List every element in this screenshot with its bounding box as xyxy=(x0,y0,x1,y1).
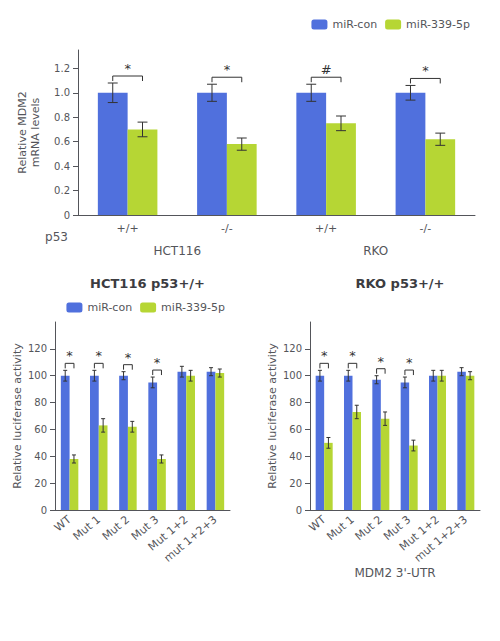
svg-text:0: 0 xyxy=(64,210,70,221)
svg-text:20: 20 xyxy=(289,478,302,489)
svg-text:-/-: -/- xyxy=(221,222,233,235)
svg-text:0.8: 0.8 xyxy=(54,112,70,123)
svg-text:RKO: RKO xyxy=(363,244,388,258)
svg-text:+/+: +/+ xyxy=(117,222,139,235)
svg-text:*: * xyxy=(349,348,356,363)
svg-text:miR-con: miR-con xyxy=(87,301,132,314)
svg-text:1.2: 1.2 xyxy=(54,63,70,74)
svg-text:Mut 1: Mut 1 xyxy=(324,513,356,543)
svg-text:Mut 1+2: Mut 1+2 xyxy=(145,513,191,554)
svg-text:*: * xyxy=(224,62,231,77)
svg-text:p53: p53 xyxy=(45,230,68,244)
svg-text:mut 1+2+3: mut 1+2+3 xyxy=(412,513,470,565)
svg-text:0.2: 0.2 xyxy=(54,185,70,196)
svg-text:Mut 2: Mut 2 xyxy=(353,513,385,543)
svg-text:40: 40 xyxy=(289,451,302,462)
svg-text:HCT116: HCT116 xyxy=(153,244,201,258)
svg-text:0: 0 xyxy=(41,505,47,516)
svg-text:*: * xyxy=(321,348,328,363)
svg-text:*: * xyxy=(125,350,132,365)
svg-text:Mut 1: Mut 1 xyxy=(71,513,103,543)
svg-text:mut 1+2+3: mut 1+2+3 xyxy=(162,513,220,565)
svg-text:Relative MDM2: Relative MDM2 xyxy=(16,91,29,173)
svg-text:60: 60 xyxy=(34,424,47,435)
svg-text:*: * xyxy=(154,355,161,370)
svg-text:0.4: 0.4 xyxy=(54,161,70,172)
svg-text:Mut 3: Mut 3 xyxy=(381,513,414,544)
svg-text:*: * xyxy=(378,354,385,369)
svg-text:MDM2 3'-UTR: MDM2 3'-UTR xyxy=(354,566,435,580)
svg-text:100: 100 xyxy=(283,370,302,381)
svg-text:miR-339-5p: miR-339-5p xyxy=(161,301,225,314)
svg-text:1.0: 1.0 xyxy=(54,87,70,98)
svg-text:80: 80 xyxy=(34,397,47,408)
svg-text:40: 40 xyxy=(34,451,47,462)
svg-text:120: 120 xyxy=(28,343,47,354)
svg-text:HCT116 p53+/+: HCT116 p53+/+ xyxy=(90,276,205,291)
svg-text:0.6: 0.6 xyxy=(54,136,70,147)
svg-text:miR-339-5p: miR-339-5p xyxy=(406,18,470,31)
svg-text:*: * xyxy=(422,63,429,78)
svg-text:miR-con: miR-con xyxy=(332,18,377,31)
svg-text:Mut 3: Mut 3 xyxy=(128,513,162,544)
svg-text:Relative luciferase activity: Relative luciferase activity xyxy=(11,343,24,489)
svg-text:#: # xyxy=(321,62,332,77)
svg-text:Mut 2: Mut 2 xyxy=(100,513,132,543)
svg-text:0: 0 xyxy=(296,505,302,516)
svg-text:mRNA levels: mRNA levels xyxy=(29,97,42,167)
svg-text:WT: WT xyxy=(307,513,329,534)
svg-text:Mut 1+2: Mut 1+2 xyxy=(396,513,442,554)
svg-text:*: * xyxy=(96,348,103,363)
svg-text:*: * xyxy=(66,348,73,363)
svg-text:100: 100 xyxy=(28,370,47,381)
svg-text:-/-: -/- xyxy=(420,222,432,235)
svg-text:WT: WT xyxy=(52,513,74,534)
svg-text:*: * xyxy=(124,61,131,76)
svg-text:RKO p53+/+: RKO p53+/+ xyxy=(355,276,444,291)
svg-text:120: 120 xyxy=(283,343,302,354)
svg-text:*: * xyxy=(406,355,413,370)
svg-text:+/+: +/+ xyxy=(315,222,337,235)
svg-text:20: 20 xyxy=(34,478,47,489)
svg-text:Relative luciferase activity: Relative luciferase activity xyxy=(266,343,279,489)
svg-text:60: 60 xyxy=(289,424,302,435)
svg-text:80: 80 xyxy=(289,397,302,408)
